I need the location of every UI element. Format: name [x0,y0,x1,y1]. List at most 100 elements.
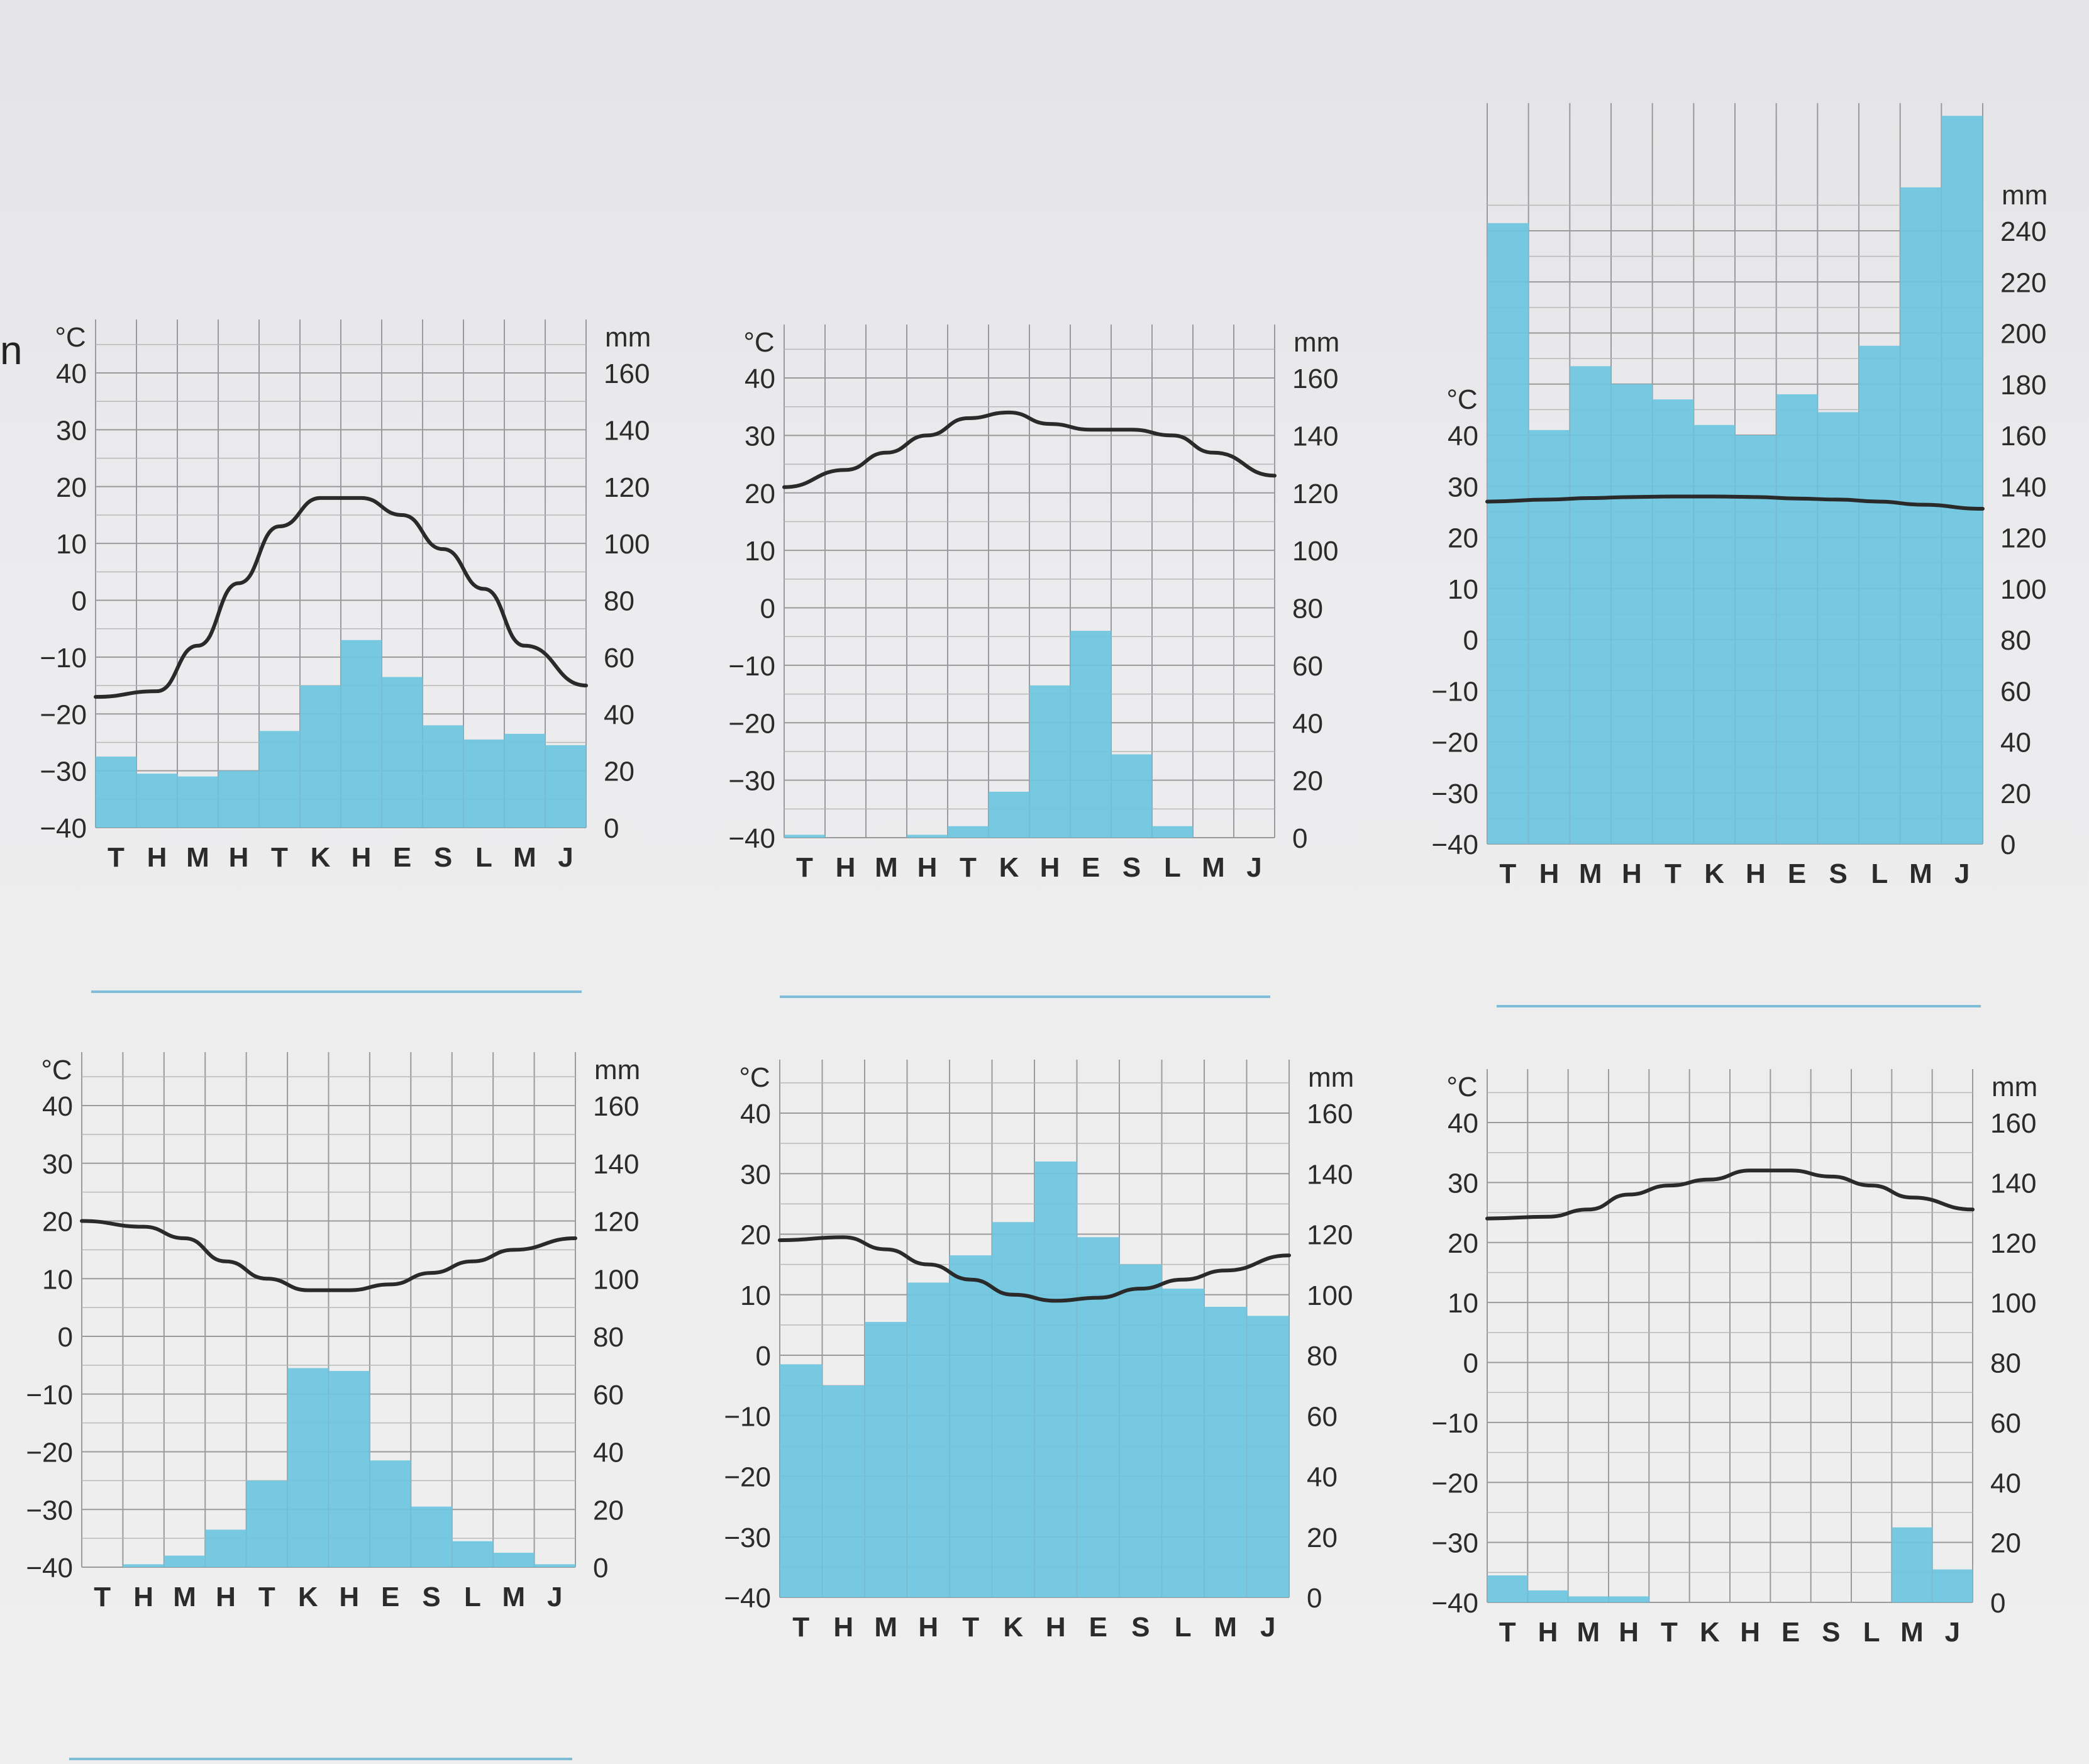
month-label: J [558,842,573,873]
month-label: L [1863,1617,1880,1648]
month-label: H [833,1612,853,1643]
month-label: L [1871,858,1888,889]
temp-unit-label: °C [1446,1072,1477,1102]
temp-tick-label: 20 [1448,1228,1478,1259]
month-label: T [796,852,813,883]
precip-tick-label: 80 [2000,625,2031,656]
month-label: H [216,1582,236,1612]
climate-chart-2: 403020100−10−20−30−40°C16014012010080604… [728,325,1339,883]
temp-tick-label: 40 [740,1099,771,1129]
precip-tick-label: 120 [2000,523,2046,554]
precip-tick-label: 160 [1307,1099,1353,1129]
month-label: T [1499,858,1516,889]
month-label: H [1538,1617,1558,1648]
precipitation-bar [992,1222,1035,1597]
month-label: H [352,842,372,873]
temp-tick-label: −40 [1431,1588,1478,1619]
precipitation-bar [1487,223,1529,844]
temp-tick-label: −20 [40,699,87,730]
month-label: M [875,852,898,883]
month-label: M [186,842,209,873]
month-label: T [1661,1617,1678,1648]
temp-tick-label: −40 [40,813,87,844]
temp-tick-label: −10 [26,1380,73,1411]
temp-tick-label: −30 [40,757,87,787]
month-label: T [94,1582,111,1612]
temp-tick-label: 10 [1448,574,1478,605]
temp-tick-label: −10 [1431,1408,1478,1439]
temp-tick-label: −40 [728,823,775,854]
precipitation-bar [493,1553,535,1567]
month-label: S [1829,858,1847,889]
temp-tick-label: −10 [728,651,775,682]
temp-unit-label: °C [41,1055,72,1085]
precip-tick-label: 20 [1307,1523,1338,1553]
month-label: H [229,842,249,873]
temp-tick-label: 30 [745,421,775,452]
temperature-line [1485,494,1985,511]
precipitation-bar [780,1364,823,1597]
temp-tick-label: −20 [724,1462,771,1493]
month-label: E [381,1582,399,1612]
month-label: S [1822,1617,1840,1648]
precipitation-bar [382,677,423,828]
stray-glyph: n [0,328,23,373]
precipitation-bar [1568,1596,1609,1602]
month-label: E [1781,1617,1800,1648]
month-label: H [1040,852,1060,883]
precip-tick-label: 120 [1990,1228,2036,1259]
precipitation-bar [1528,430,1570,844]
precip-tick-label: 140 [1292,421,1338,452]
month-label: T [271,842,288,873]
answer-line-2[interactable] [780,996,1270,998]
temperature-line [1485,1168,1975,1221]
precip-tick-label: 100 [1990,1288,2036,1319]
precipitation-bar [259,731,301,828]
month-label: H [147,842,167,873]
precipitation-bar [1900,187,1942,844]
month-label: M [1579,858,1602,889]
temp-tick-label: −20 [728,708,775,739]
precipitation-bar [1652,399,1694,844]
answer-line-3[interactable] [1497,1005,1981,1007]
temp-tick-label: 20 [56,472,87,503]
temp-unit-label: °C [743,327,774,358]
month-label: K [1704,858,1724,889]
month-label: J [547,1582,562,1612]
precip-tick-label: 40 [1990,1468,2021,1499]
precipitation-bar [784,835,826,838]
precip-tick-label: 180 [2000,370,2046,401]
month-label: H [1619,1617,1639,1648]
precipitation-bar [177,776,219,828]
precipitation-bar [205,1529,247,1567]
precip-tick-label: 0 [593,1553,608,1584]
precip-tick-label: 140 [1990,1168,2036,1199]
month-label: J [1945,1617,1960,1648]
precipitation-bar [1693,424,1736,844]
precipitation-bar [1029,685,1071,838]
month-label: L [464,1582,481,1612]
precipitation-bar [1892,1527,1933,1602]
month-label: T [1499,1617,1516,1648]
precipitation-bar [423,725,464,828]
precipitation-bar [504,733,546,828]
month-label: H [1622,858,1642,889]
precipitation-bar [822,1385,865,1597]
climate-chart-5: 403020100−10−20−30−40°C16014012010080604… [724,1060,1354,1643]
precip-tick-label: 100 [593,1264,639,1295]
month-label: M [1202,852,1225,883]
month-label: K [1700,1617,1720,1648]
month-label: T [108,842,125,873]
answer-line-4[interactable] [69,1758,572,1760]
precipitation-bar [865,1322,907,1597]
precipitation-bar [463,739,505,828]
month-label: M [1214,1612,1237,1643]
precip-tick-label: 140 [2000,472,2046,502]
answer-line-1[interactable] [91,990,582,993]
month-label: K [999,852,1019,883]
precip-tick-label: 60 [593,1380,624,1411]
month-label: H [1046,1612,1066,1643]
climate-chart-1: 403020100−10−20−30−40°C16014012010080604… [40,319,651,873]
temp-unit-label: °C [1446,384,1477,415]
month-label: S [422,1582,440,1612]
